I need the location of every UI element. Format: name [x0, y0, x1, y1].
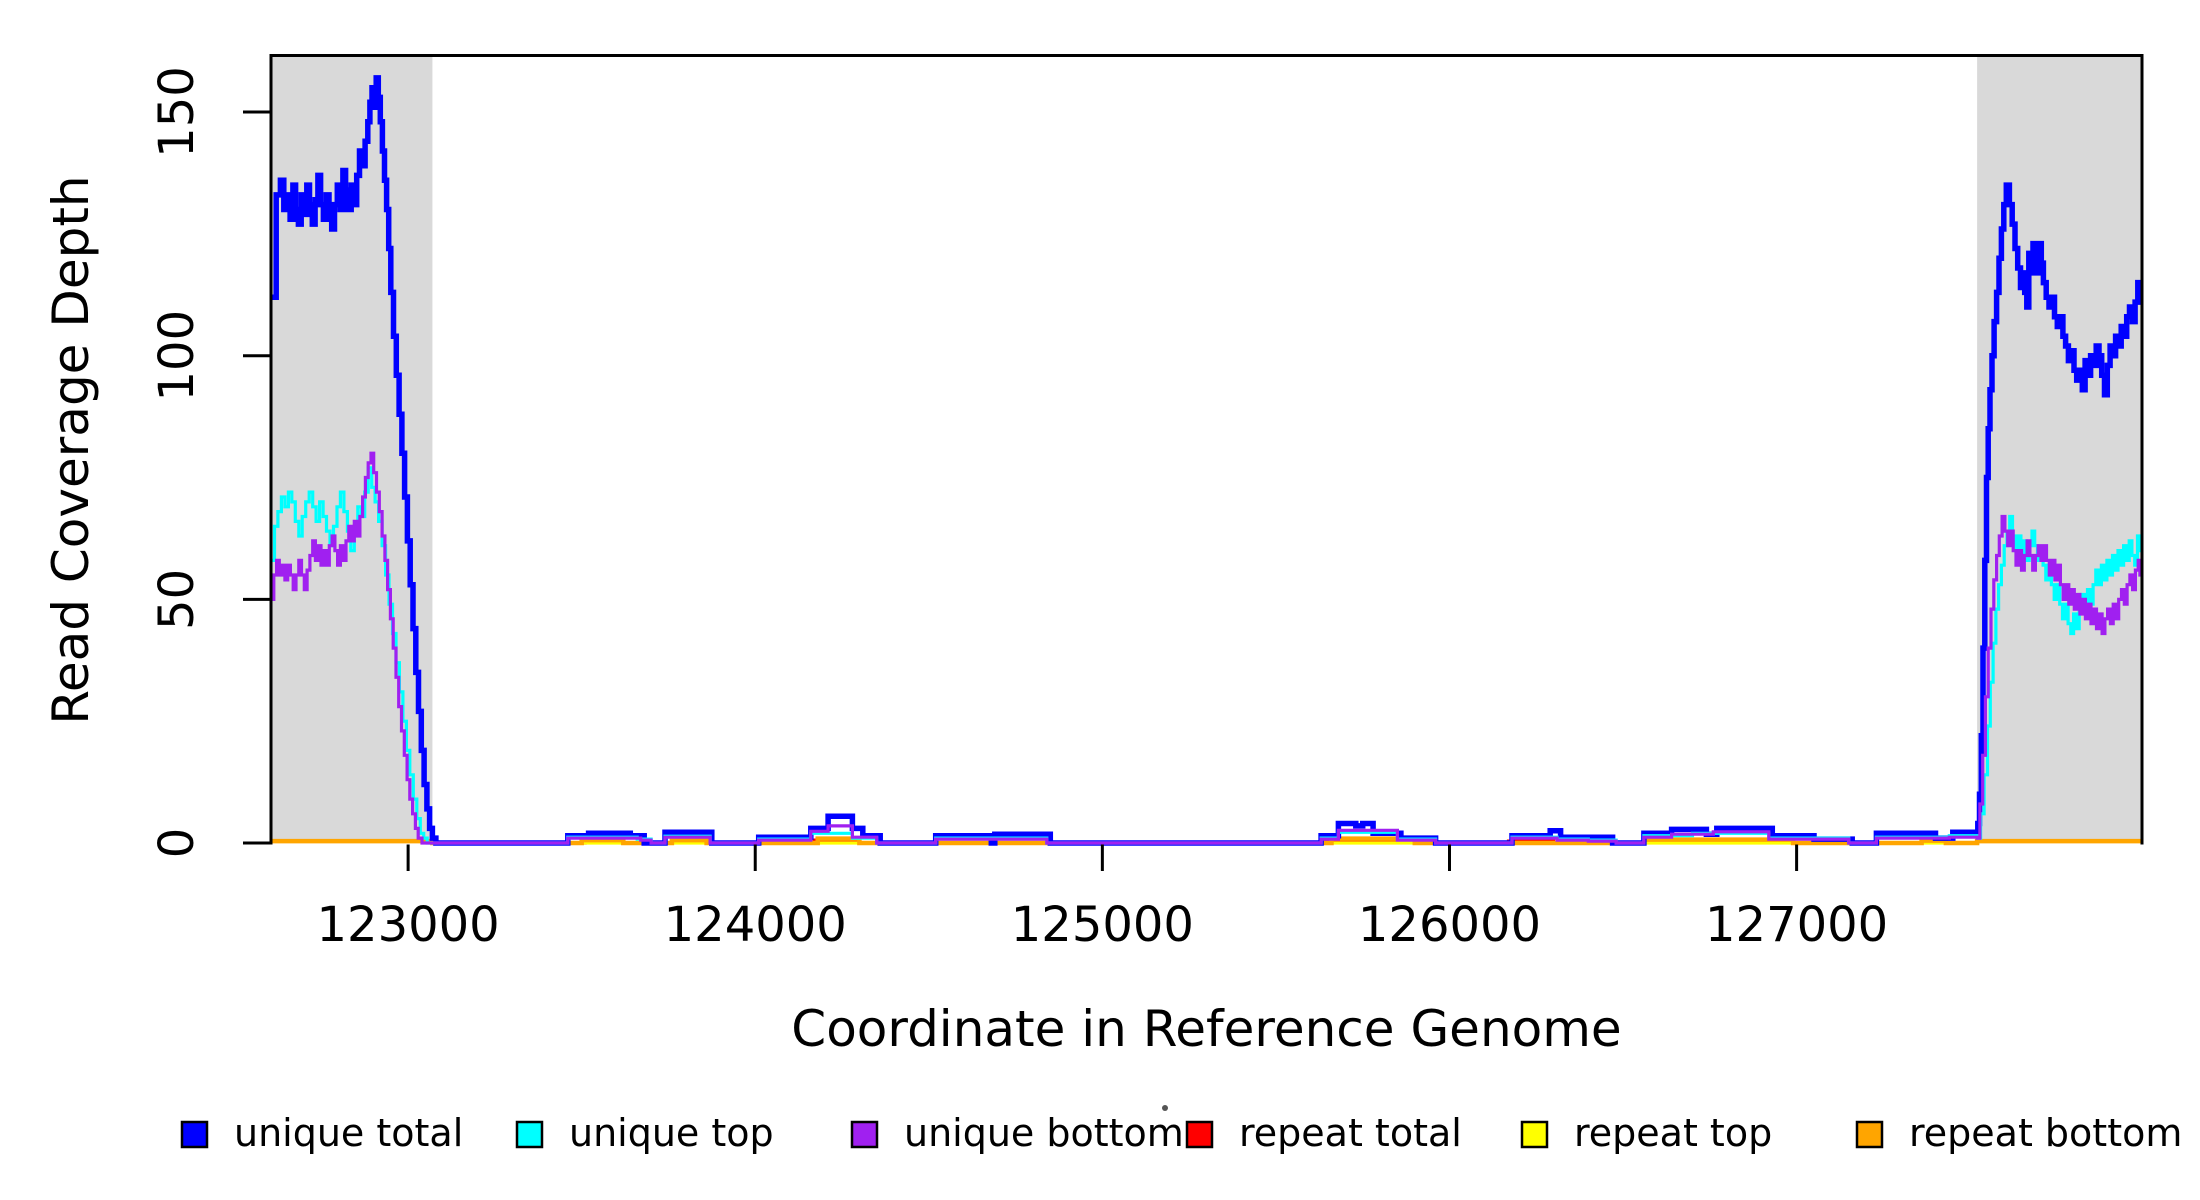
legend-swatch-unique-top — [515, 1120, 544, 1149]
legend-swatch-unique-total — [180, 1120, 209, 1149]
legend-swatch-repeat-top — [1520, 1120, 1549, 1149]
legend-label-repeat-total: repeat total — [1239, 1111, 1462, 1155]
shaded-region-left — [271, 57, 433, 843]
y-tick-label: 50 — [149, 569, 205, 630]
y-tick-label: 0 — [149, 828, 205, 859]
series-group — [271, 75, 2142, 846]
legend-label-unique-top: unique top — [569, 1111, 774, 1155]
stray-dot-artifact — [1162, 1105, 1168, 1111]
legend-swatch-unique-bottom — [850, 1120, 879, 1149]
legend-label-unique-bottom: unique bottom — [904, 1111, 1184, 1155]
legend-swatch-repeat-bottom — [1855, 1120, 1884, 1149]
series-line-unique-total — [271, 75, 2142, 846]
x-tick-label: 127000 — [1705, 897, 1888, 953]
x-tick-label: 124000 — [664, 897, 847, 953]
legend-label-repeat-top: repeat top — [1574, 1111, 1772, 1155]
y-tick-label: 150 — [149, 66, 205, 158]
x-tick-label: 125000 — [1011, 897, 1194, 953]
x-axis-title: Coordinate in Reference Genome — [791, 1000, 1621, 1058]
legend-swatch-repeat-total — [1185, 1120, 1214, 1149]
legend-label-repeat-bottom: repeat bottom — [1909, 1111, 2182, 1155]
x-tick-label: 123000 — [316, 897, 499, 953]
x-tick-label: 126000 — [1358, 897, 1541, 953]
shaded-region-right — [1977, 57, 2142, 843]
y-axis-title: Read Coverage Depth — [42, 175, 100, 724]
series-line-unique-bottom — [271, 451, 2142, 845]
legend-label-unique-total: unique total — [234, 1111, 463, 1155]
plot-frame — [269, 54, 2144, 845]
y-tick-label: 100 — [149, 310, 205, 402]
